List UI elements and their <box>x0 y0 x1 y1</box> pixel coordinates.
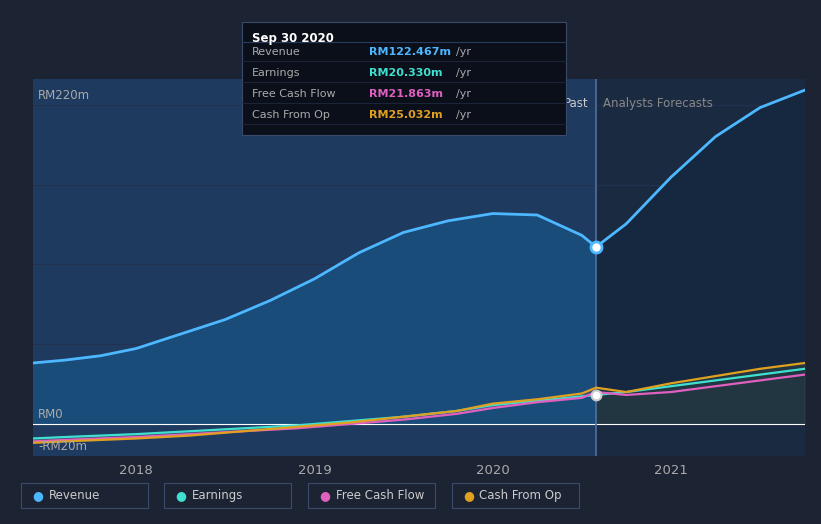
Bar <box>596 79 805 456</box>
Text: Sep 30 2020: Sep 30 2020 <box>252 32 334 46</box>
Text: RM220m: RM220m <box>39 89 90 102</box>
Text: ●: ● <box>319 489 330 501</box>
Text: Revenue: Revenue <box>252 47 300 57</box>
Text: Earnings: Earnings <box>252 68 300 78</box>
Text: Past: Past <box>564 97 589 111</box>
Text: Analysts Forecasts: Analysts Forecasts <box>603 97 713 111</box>
Text: ●: ● <box>176 489 186 501</box>
Text: ●: ● <box>463 489 474 501</box>
Text: Free Cash Flow: Free Cash Flow <box>252 89 336 99</box>
Text: Revenue: Revenue <box>48 489 100 501</box>
Text: RM20.330m: RM20.330m <box>369 68 443 78</box>
Text: /yr: /yr <box>456 110 470 120</box>
Text: -RM20m: -RM20m <box>39 440 87 453</box>
Text: RM0: RM0 <box>39 408 64 421</box>
Text: ●: ● <box>32 489 43 501</box>
Text: RM25.032m: RM25.032m <box>369 110 443 120</box>
Bar <box>33 79 596 456</box>
Text: RM122.467m: RM122.467m <box>369 47 452 57</box>
Text: /yr: /yr <box>456 89 470 99</box>
Text: /yr: /yr <box>456 47 470 57</box>
Text: Cash From Op: Cash From Op <box>479 489 562 501</box>
Text: Earnings: Earnings <box>192 489 244 501</box>
Text: Free Cash Flow: Free Cash Flow <box>336 489 424 501</box>
Text: Cash From Op: Cash From Op <box>252 110 330 120</box>
Text: RM21.863m: RM21.863m <box>369 89 443 99</box>
Text: /yr: /yr <box>456 68 470 78</box>
